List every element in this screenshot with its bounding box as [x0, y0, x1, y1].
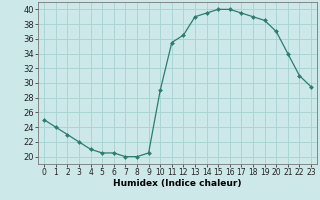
X-axis label: Humidex (Indice chaleur): Humidex (Indice chaleur): [113, 179, 242, 188]
